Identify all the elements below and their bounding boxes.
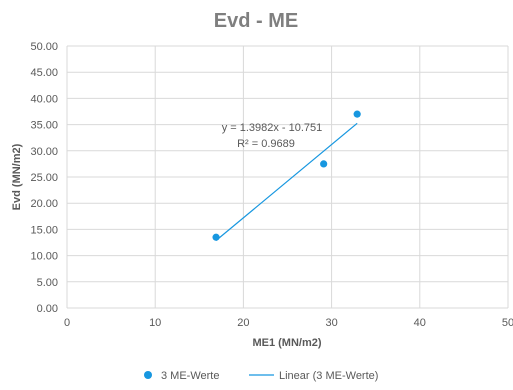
data-points	[212, 110, 361, 241]
y-tick-label: 5.00	[37, 277, 58, 289]
legend-label-3-me-werte: 3 ME-Werte	[161, 370, 219, 382]
x-tick-label: 30	[325, 317, 337, 329]
y-tick-label: 45.00	[30, 67, 58, 79]
x-axis-title: ME1 (MN/m2)	[252, 337, 321, 349]
y-tick-label: 15.00	[30, 224, 58, 236]
x-tick-label: 0	[64, 317, 70, 329]
x-tick-label: 10	[149, 317, 161, 329]
chart-title: Evd - ME	[214, 10, 298, 32]
y-tick-label: 30.00	[30, 146, 58, 158]
gridlines	[66, 45, 509, 309]
trendline-layer	[215, 122, 358, 241]
legend-label-linear: Linear (3 ME-Werte)	[279, 370, 378, 382]
x-tick-label: 20	[237, 317, 249, 329]
trendline-equation: y = 1.3982x - 10.751	[222, 122, 323, 134]
y-tick-label: 20.00	[30, 198, 58, 210]
trendline	[215, 122, 358, 241]
trendline-r-squared: R² = 0.9689	[237, 138, 295, 150]
x-tick-label: 50	[502, 317, 513, 329]
y-tick-label: 0.00	[37, 303, 58, 315]
y-tick-label: 25.00	[30, 172, 58, 184]
y-tick-label: 10.00	[30, 251, 58, 263]
trendline-annotation: y = 1.3982x - 10.751 R² = 0.9689	[222, 122, 323, 150]
y-axis-title: Evd (MN/m2)	[11, 143, 23, 210]
y-tick-label: 35.00	[30, 120, 58, 132]
scatter-point	[320, 160, 328, 168]
y-tick-label: 50.00	[30, 41, 58, 53]
legend: 3 ME-Werte Linear (3 ME-Werte)	[144, 370, 378, 382]
legend-marker-3-me-werte	[144, 371, 152, 379]
x-tick-label: 40	[414, 317, 426, 329]
y-tick-label: 40.00	[30, 93, 58, 105]
scatter-point	[212, 233, 220, 241]
tick-labels: 0.00 5.00 10.00 15.00 20.00 25.00 30.00 35.00 40…	[30, 41, 513, 329]
scatter-point	[353, 110, 361, 118]
